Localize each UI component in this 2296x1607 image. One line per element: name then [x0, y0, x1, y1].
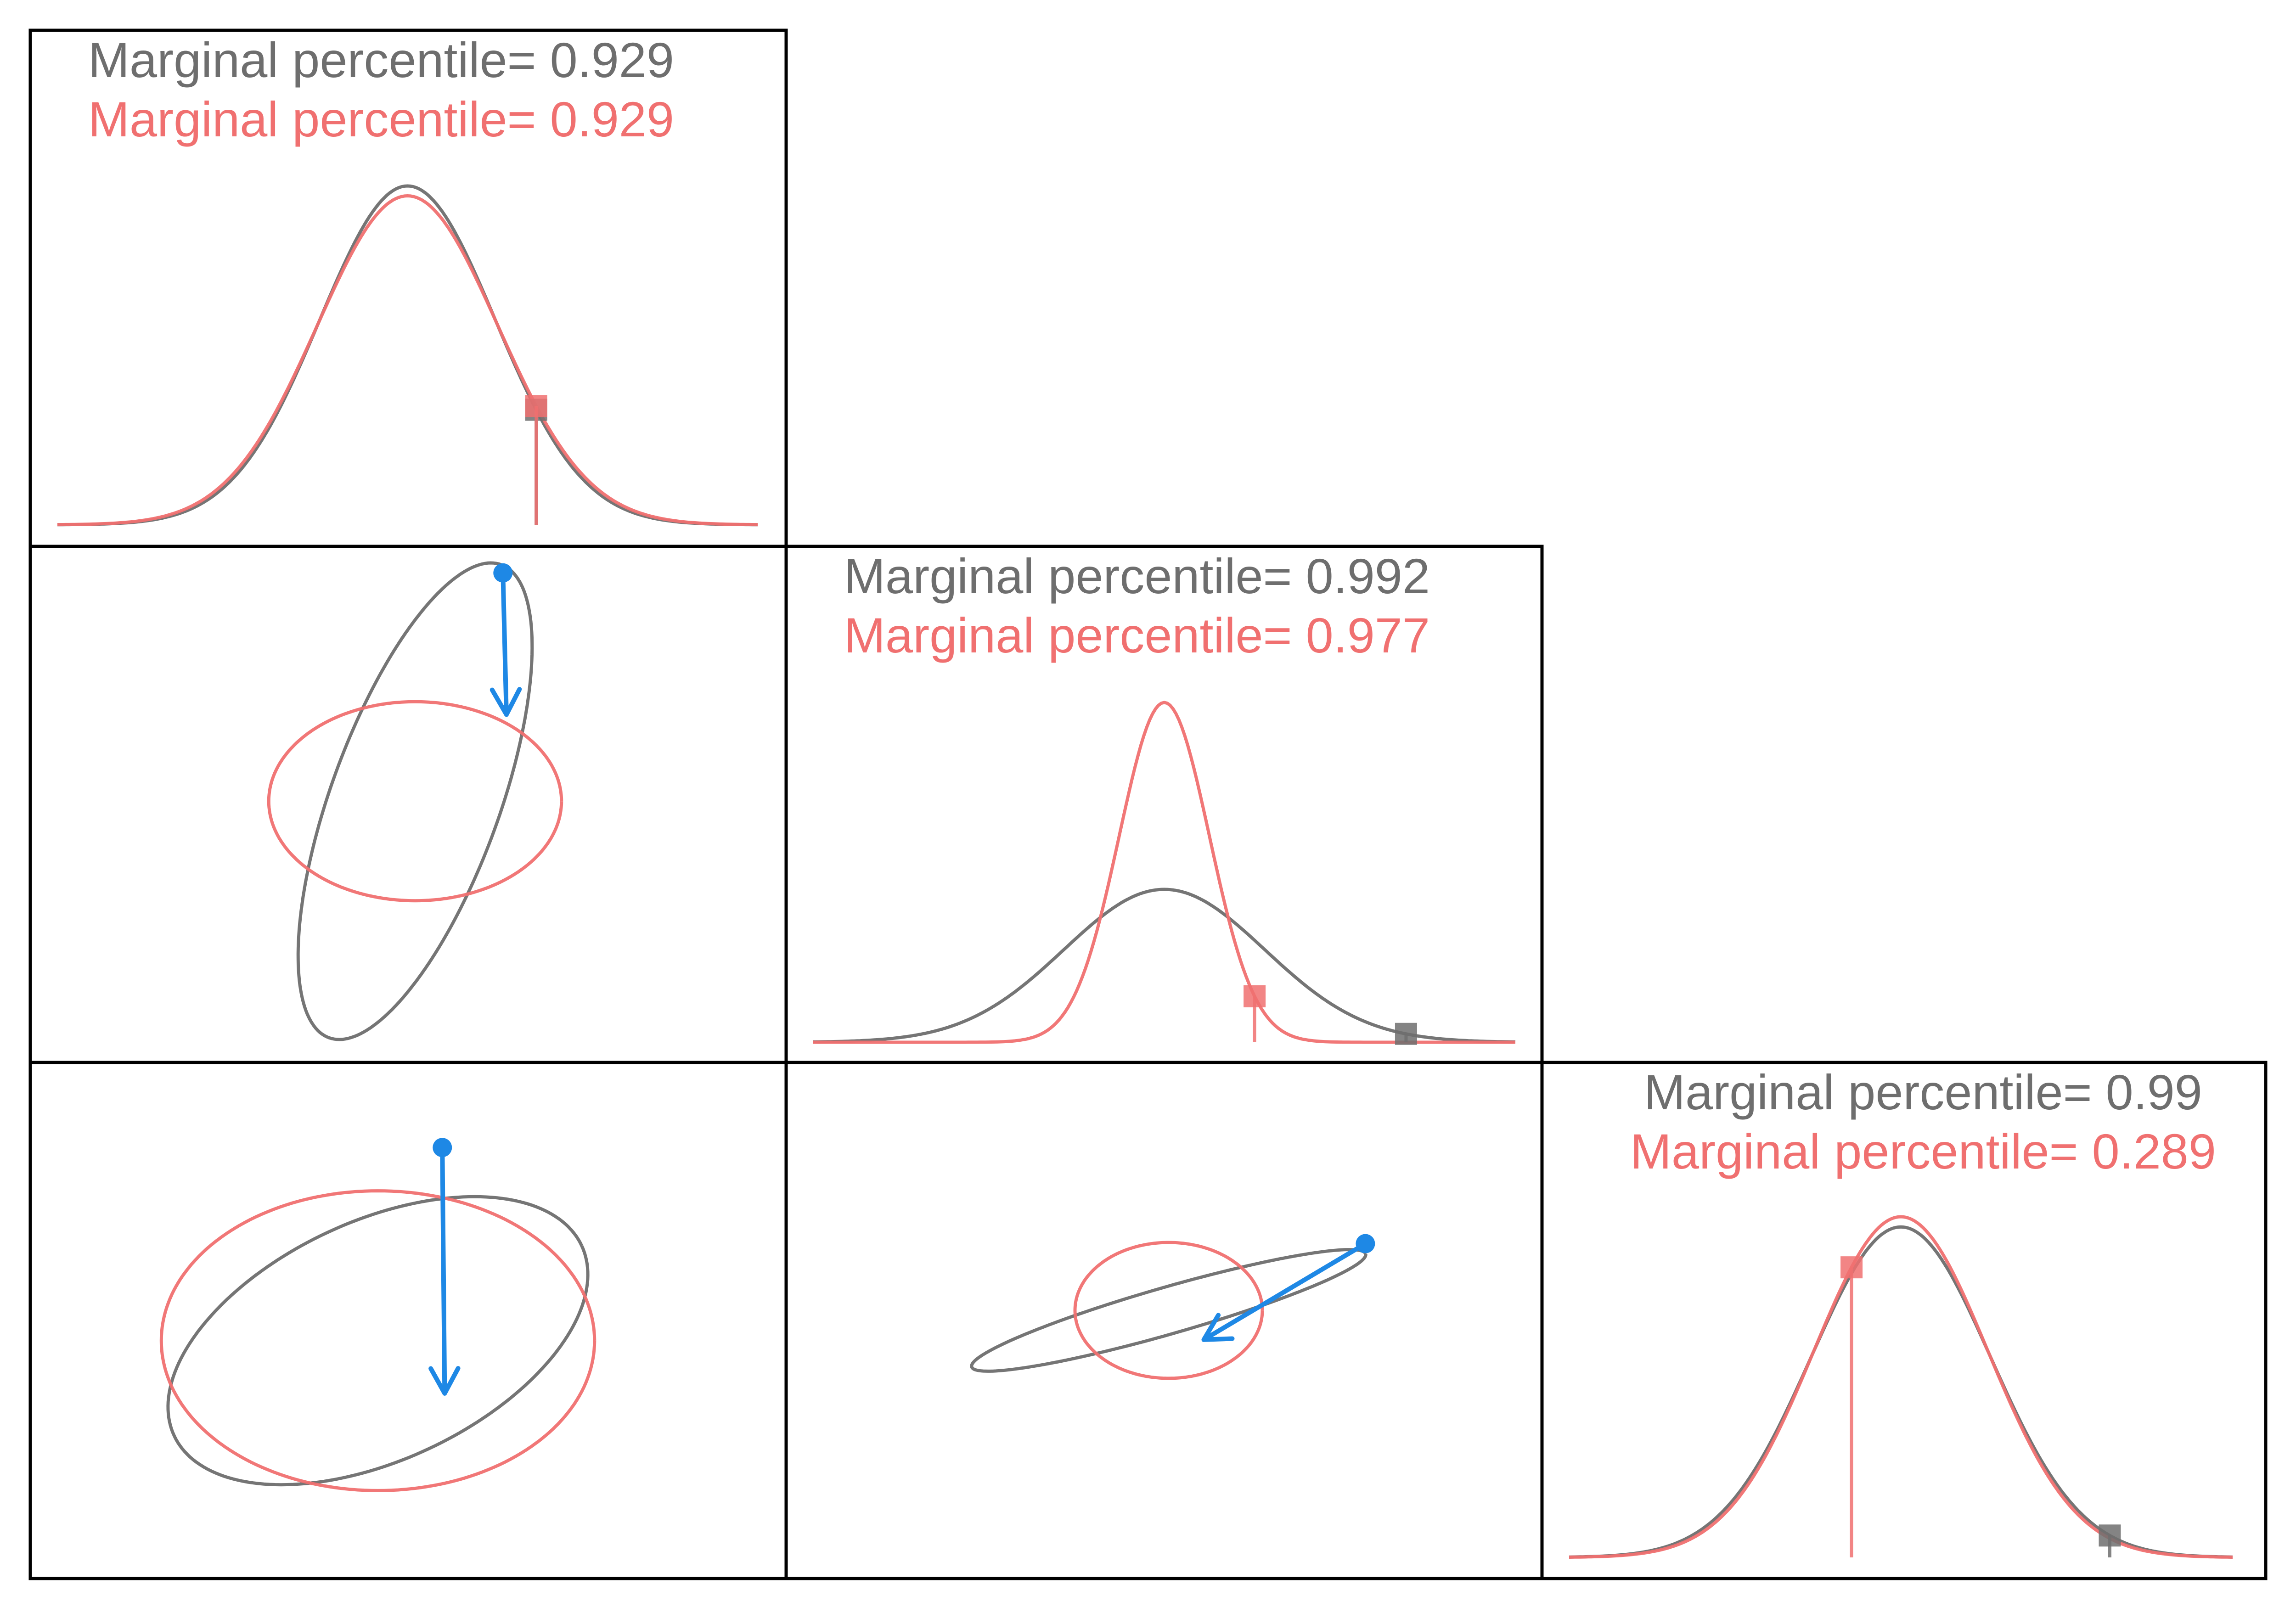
shift-arrow-pair-2-1 [501, 570, 509, 717]
panel-diagonal-3: Marginal percentile= 0.99 Marginal perce… [1569, 1064, 2233, 1559]
percentile-label-gray-1: Marginal percentile= 0.929 [88, 32, 674, 88]
density-curve-red-1 [57, 194, 758, 527]
contour-ellipse-red-pair-2-1 [267, 700, 563, 903]
percentile-label-red-2: Marginal percentile= 0.977 [844, 607, 1430, 663]
density-curve-gray-1 [57, 184, 758, 527]
observed-marker-red-3 [1840, 1256, 1863, 1279]
density-curve-red-3 [1569, 1215, 2233, 1559]
panel-frame-diagonal-3 [1540, 1061, 2268, 1580]
observed-marker-gray-3 [2099, 1524, 2121, 1547]
shift-arrowhead-pair-2-1 [490, 687, 522, 717]
contour-ellipse-gray-pair-3-1 [166, 1195, 590, 1487]
panel-pair-3-2 [970, 1234, 1375, 1380]
contour-ellipse-gray-pair-3-2 [970, 1248, 1367, 1373]
percentile-label-red-3: Marginal percentile= 0.289 [1630, 1124, 2216, 1179]
contour-ellipse-red-pair-3-1 [159, 1189, 597, 1492]
density-curve-gray-3 [1569, 1225, 2233, 1559]
panel-diagonal-1: Marginal percentile= 0.929 Marginal perc… [57, 32, 758, 527]
shift-arrowhead-pair-3-1 [428, 1366, 461, 1396]
contour-ellipse-red-pair-3-2 [1073, 1241, 1264, 1380]
shift-arrowhead-pair-3-2 [1201, 1313, 1235, 1342]
panel-pair-3-1 [159, 1138, 597, 1492]
panel-pair-2-1 [267, 561, 563, 1041]
observed-marker-red-1 [525, 395, 547, 417]
panel-frames [28, 28, 2268, 1580]
percentile-label-gray-2: Marginal percentile= 0.992 [844, 548, 1430, 604]
shift-origin-point-pair-3-1 [433, 1138, 452, 1157]
shift-origin-point-pair-3-2 [1356, 1234, 1375, 1253]
shift-arrow-pair-3-2 [1201, 1241, 1368, 1342]
shift-arrow-pair-3-1 [440, 1145, 447, 1396]
observed-marker-gray-2 [1395, 1023, 1417, 1045]
panel-diagonal-2: Marginal percentile= 0.992 Marginal perc… [813, 548, 1516, 1045]
contour-ellipse-gray-pair-2-1 [296, 561, 534, 1041]
percentile-label-gray-3: Marginal percentile= 0.99 [1644, 1064, 2202, 1120]
percentile-label-red-1: Marginal percentile= 0.929 [88, 91, 674, 147]
shift-origin-point-pair-2-1 [493, 563, 513, 583]
observed-marker-red-2 [1244, 985, 1266, 1007]
